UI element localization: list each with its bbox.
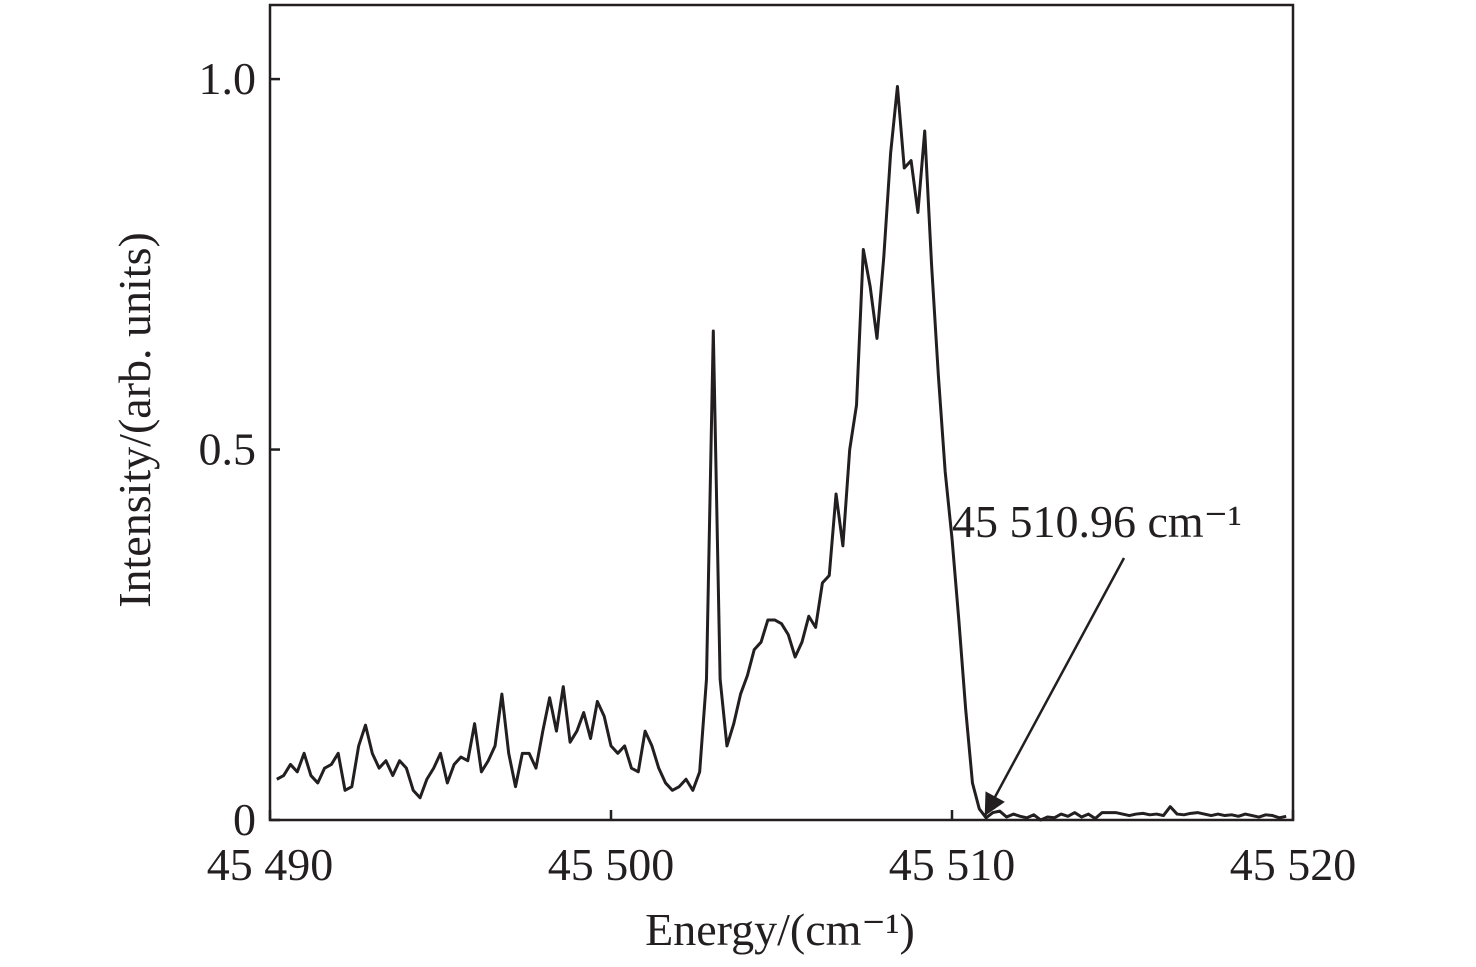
y-tick-label: 1.0 bbox=[199, 53, 257, 104]
plot-frame bbox=[268, 3, 1295, 822]
x-tick-label: 45 520 bbox=[1230, 839, 1357, 890]
y-tick-label: 0.5 bbox=[199, 424, 257, 475]
annotation: 45 510.96 cm⁻¹ bbox=[952, 496, 1242, 547]
x-axis-label: Energy/(cm⁻¹) bbox=[645, 904, 915, 955]
x-tick-label: 45 500 bbox=[548, 839, 675, 890]
annotation-arrow bbox=[983, 557, 1126, 817]
y-axis-label: Intensity/(arb. units) bbox=[109, 232, 160, 608]
y-tick-label: 0 bbox=[233, 794, 256, 845]
data-line bbox=[276, 85, 1287, 822]
x-tick-label: 45 490 bbox=[207, 839, 334, 890]
x-tick-label: 45 510 bbox=[889, 839, 1016, 890]
